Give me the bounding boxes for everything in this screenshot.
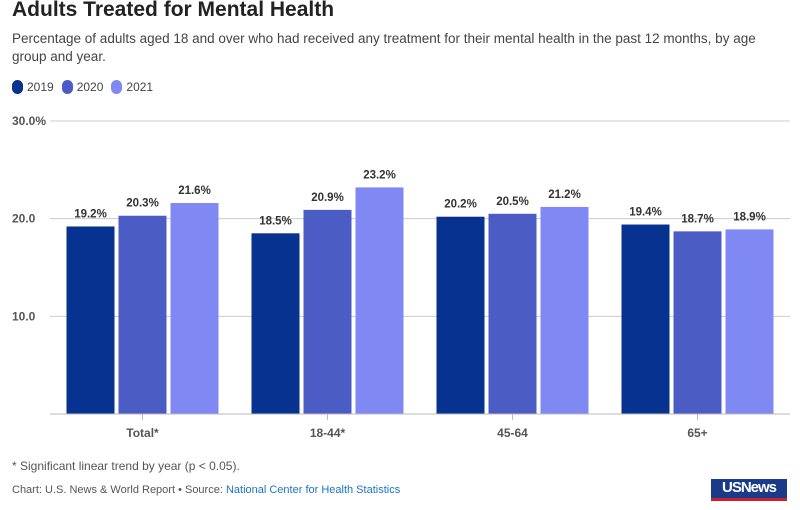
credit: Chart: U.S. News & World Report • Source… [12, 484, 400, 496]
legend-item[interactable]: 2019 [12, 80, 54, 94]
bar-2020-45-64 [488, 213, 537, 414]
bar-2021-18-44* [355, 187, 404, 414]
legend-label: 2019 [27, 80, 54, 94]
legend-label: 2020 [76, 80, 104, 94]
y-tick-label: 10.0 [12, 309, 36, 323]
data-label: 21.6% [178, 185, 211, 197]
x-tick-label: 45-64 [497, 426, 528, 440]
bar-2020-65+ [673, 231, 722, 414]
data-label: 21.2% [548, 189, 581, 201]
bar-2020-18-44* [303, 209, 352, 414]
data-label: 19.2% [74, 208, 107, 220]
legend-label: 2021 [126, 80, 154, 94]
data-label: 19.4% [629, 207, 662, 219]
bar-2021-65+ [725, 229, 774, 414]
bar-2021-Total* [170, 203, 219, 414]
chart-subtitle: Percentage of adults aged 18 and over wh… [12, 31, 756, 64]
data-label: 18.9% [733, 211, 766, 223]
legend-item[interactable]: 2021 [111, 80, 153, 94]
x-tick-label: Total* [126, 426, 159, 440]
y-tick-label: 20.0 [12, 212, 36, 226]
bar-2019-Total* [66, 226, 115, 414]
x-tick-label: 18-44* [310, 426, 346, 440]
bar-2019-18-44* [251, 233, 300, 414]
data-label: 20.3% [126, 198, 159, 210]
data-label: 18.5% [259, 215, 292, 227]
legend: 2019 2020 2021 [12, 80, 153, 94]
bar-2021-45-64 [540, 206, 589, 414]
data-label: 23.2% [363, 169, 396, 181]
legend-swatch [111, 80, 123, 94]
usnews-logo: USNews [711, 479, 787, 501]
x-tick-label: 65+ [687, 426, 707, 440]
bar-2020-Total* [118, 215, 167, 414]
bar-chart: 10.0 20.0 30.0% 19.2% 20.3% 21.6% Total* 18.5% 2… [12, 114, 790, 440]
data-label: 20.2% [444, 199, 477, 211]
bar-2019-65+ [621, 224, 670, 414]
bar-2019-45-64 [436, 216, 485, 414]
legend-swatch [61, 80, 73, 94]
data-label: 20.9% [311, 192, 344, 204]
footnote: * Significant linear trend by year (p < … [12, 459, 240, 473]
chart-title: Adults Treated for Mental Health [12, 0, 335, 21]
data-label: 18.7% [681, 213, 714, 225]
legend-swatch [12, 80, 23, 94]
data-label: 20.5% [496, 196, 529, 208]
credit-text: Chart: U.S. News & World Report • Source… [12, 484, 226, 496]
legend-item[interactable]: 2020 [61, 80, 104, 94]
y-tick-label: 30.0% [12, 114, 46, 128]
source-link[interactable]: National Center for Health Statistics [225, 484, 401, 496]
